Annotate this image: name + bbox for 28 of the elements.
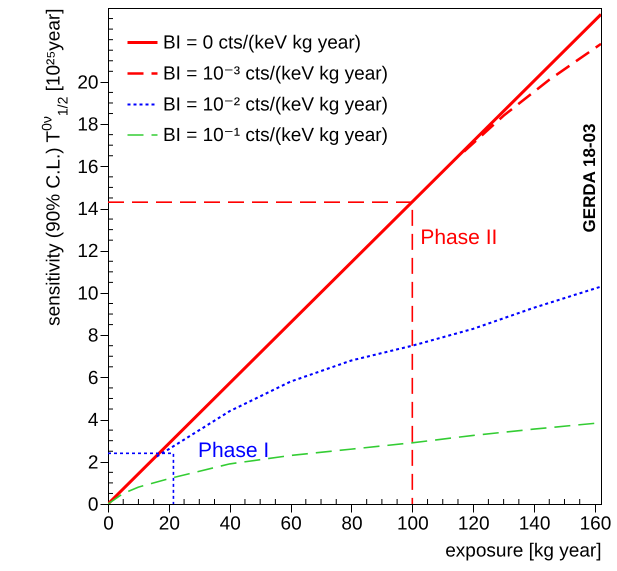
y-tick-label: 6 xyxy=(88,368,98,389)
y-tick-label: 4 xyxy=(88,410,99,432)
y-tick-label: 18 xyxy=(77,114,98,136)
y-tick-label: 16 xyxy=(77,156,98,178)
x-tick-label: 140 xyxy=(518,514,550,534)
y-tick-label: 20 xyxy=(77,72,98,94)
x-tick-label: 160 xyxy=(580,514,612,534)
legend-label: BI = 10⁻³ cts/(keV kg year) xyxy=(163,64,388,84)
x-tick-label: 100 xyxy=(396,514,429,534)
y-tick-label: 8 xyxy=(88,326,98,347)
annotation: Phase I xyxy=(198,439,270,462)
x-axis-title: exposure [kg year] xyxy=(445,540,602,562)
x-tick-label: 60 xyxy=(280,514,302,534)
legend-label: BI = 10⁻¹ cts/(keV kg year) xyxy=(163,125,388,146)
legend-label: BI = 10⁻² cts/(keV kg year) xyxy=(163,94,388,116)
annotation: GERDA 18-03 xyxy=(580,124,599,232)
y-tick-label: 2 xyxy=(88,452,98,474)
legend-label: BI = 0 cts/(keV kg year) xyxy=(163,32,361,54)
y-tick-label: 14 xyxy=(77,199,99,220)
x-tick-label: 120 xyxy=(458,514,490,534)
x-tick-label: 0 xyxy=(103,514,114,534)
y-tick-label: 10 xyxy=(77,283,98,304)
y-tick-label: 0 xyxy=(88,494,98,516)
annotation: Phase II xyxy=(420,226,498,250)
y-tick-label: 12 xyxy=(77,241,98,262)
x-tick-label: 20 xyxy=(158,514,180,534)
x-tick-label: 40 xyxy=(220,514,241,534)
x-tick-label: 80 xyxy=(341,514,363,534)
